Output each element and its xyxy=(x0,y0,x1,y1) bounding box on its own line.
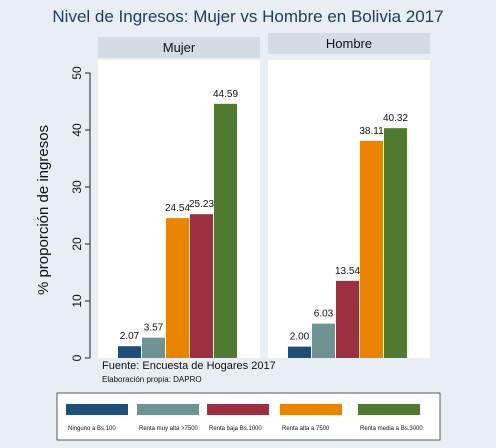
bar-hombre-3 xyxy=(360,140,383,358)
legend-swatch-2 xyxy=(207,404,269,415)
bar-mujer-2 xyxy=(190,214,213,358)
data-label-mujer-2: 25.23 xyxy=(189,199,214,210)
chart-title: Nivel de Ingresos: Mujer vs Hombre en Bo… xyxy=(52,7,443,26)
data-label-hombre-4: 40.32 xyxy=(383,113,408,124)
data-label-mujer-4: 44.59 xyxy=(213,89,238,100)
data-label-mujer-1: 3.57 xyxy=(144,323,164,334)
panel-label-hombre: Hombre xyxy=(326,36,372,51)
legend-label-4: Renta media a Bs.3000 xyxy=(360,426,423,432)
data-label-hombre-0: 2.00 xyxy=(290,332,310,343)
legend-swatch-0 xyxy=(66,404,128,415)
legend-label-1: Renta muy alta >7500 xyxy=(139,426,199,432)
bar-hombre-4 xyxy=(384,128,407,358)
y-tick-label-30: 30 xyxy=(70,180,84,194)
legend-box xyxy=(56,392,441,441)
legend-swatch-1 xyxy=(137,404,199,415)
bar-mujer-4 xyxy=(214,103,237,358)
legend-swatch-4 xyxy=(358,404,420,415)
data-label-mujer-0: 2.07 xyxy=(120,331,140,342)
legend-label-2: Renta baja Bs.1000 xyxy=(209,426,262,432)
legend-label-3: Renta alta a 7500 xyxy=(282,426,330,432)
source-note: Fuente: Encuesta de Hogares 2017 xyxy=(102,360,276,372)
panel-header-hombre xyxy=(268,33,430,54)
y-axis: 0 10 20 30 40 50 xyxy=(70,66,91,361)
panel-label-mujer: Mujer xyxy=(163,40,196,55)
bar-hombre-1 xyxy=(312,323,335,358)
data-label-hombre-2: 13.54 xyxy=(335,266,360,277)
y-tick-label-50: 50 xyxy=(70,66,84,80)
bar-mujer-1 xyxy=(142,337,165,358)
legend-label-0: Ninguno a Bs.100 xyxy=(68,426,116,432)
legend-swatch-3 xyxy=(280,404,342,415)
data-label-mujer-3: 24.54 xyxy=(165,203,190,214)
y-tick-label-40: 40 xyxy=(70,123,84,137)
bar-hombre-0 xyxy=(288,346,311,358)
legend: Ninguno a Bs.100 Renta muy alta >7500 Rent… xyxy=(56,392,441,441)
y-axis-label: % proporción de ingresos xyxy=(35,125,52,295)
data-label-hombre-3: 38.11 xyxy=(359,126,384,137)
panel-header-mujer xyxy=(98,37,260,58)
bar-mujer-0 xyxy=(118,346,141,358)
y-tick-label-20: 20 xyxy=(70,237,84,251)
bar-mujer-3 xyxy=(166,218,189,358)
credit-note: Elaboración propia: DAPRO xyxy=(102,375,202,384)
data-label-hombre-1: 6.03 xyxy=(314,309,334,320)
y-tick-label-10: 10 xyxy=(70,294,84,308)
y-tick-label-0: 0 xyxy=(70,354,84,361)
bar-hombre-2 xyxy=(336,280,359,358)
